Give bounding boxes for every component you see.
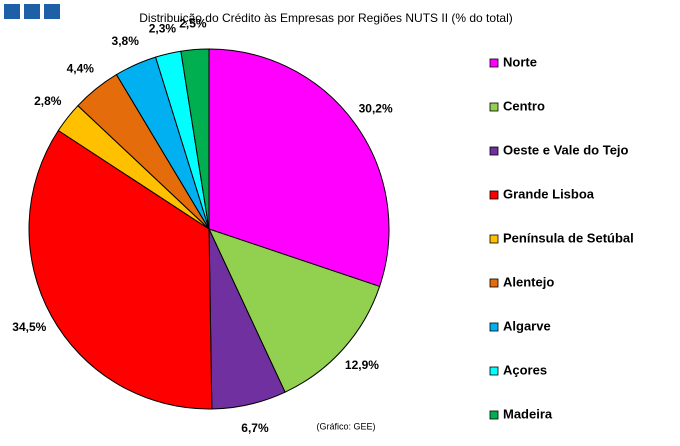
logo-block xyxy=(24,4,40,19)
value-label: 2,5% xyxy=(179,17,207,31)
legend-label: Açores xyxy=(503,362,547,377)
legend-label: Norte xyxy=(503,54,537,69)
value-label: 3,8% xyxy=(112,34,140,48)
legend-swatch xyxy=(489,190,499,200)
value-label: 12,9% xyxy=(345,358,379,372)
legend-swatch xyxy=(489,102,499,112)
pie-slice xyxy=(28,129,213,410)
legend-swatch xyxy=(489,58,499,68)
legend-swatch xyxy=(489,366,499,376)
source-note: (Gráfico: GEE) xyxy=(316,421,375,431)
value-label: 34,5% xyxy=(12,320,46,334)
value-label: 2,8% xyxy=(34,94,62,108)
pie-slice xyxy=(208,228,381,393)
legend-label: Algarve xyxy=(503,318,551,333)
legend-label: Grande Lisboa xyxy=(503,186,595,201)
legend-label: Centro xyxy=(503,98,545,113)
chart-title: Distribuição do Crédito às Empresas por … xyxy=(139,11,512,25)
value-label: 30,2% xyxy=(359,101,393,115)
legend-swatch xyxy=(489,278,499,288)
value-label: 2,3% xyxy=(149,21,177,35)
value-label: 4,4% xyxy=(67,61,95,75)
value-label: 6,7% xyxy=(241,421,269,435)
pie-slice xyxy=(180,48,210,230)
legend-label: Península de Setúbal xyxy=(503,230,634,245)
legend-label: Madeira xyxy=(503,406,553,421)
pie-slice xyxy=(208,48,390,288)
legend-swatch xyxy=(489,322,499,332)
legend-swatch xyxy=(489,410,499,420)
logo-block xyxy=(44,4,60,19)
legend-swatch xyxy=(489,234,499,244)
legend-label: Alentejo xyxy=(503,274,554,289)
legend-label: Oeste e Vale do Tejo xyxy=(503,142,629,157)
legend-swatch xyxy=(489,146,499,156)
logo-block xyxy=(4,4,20,19)
